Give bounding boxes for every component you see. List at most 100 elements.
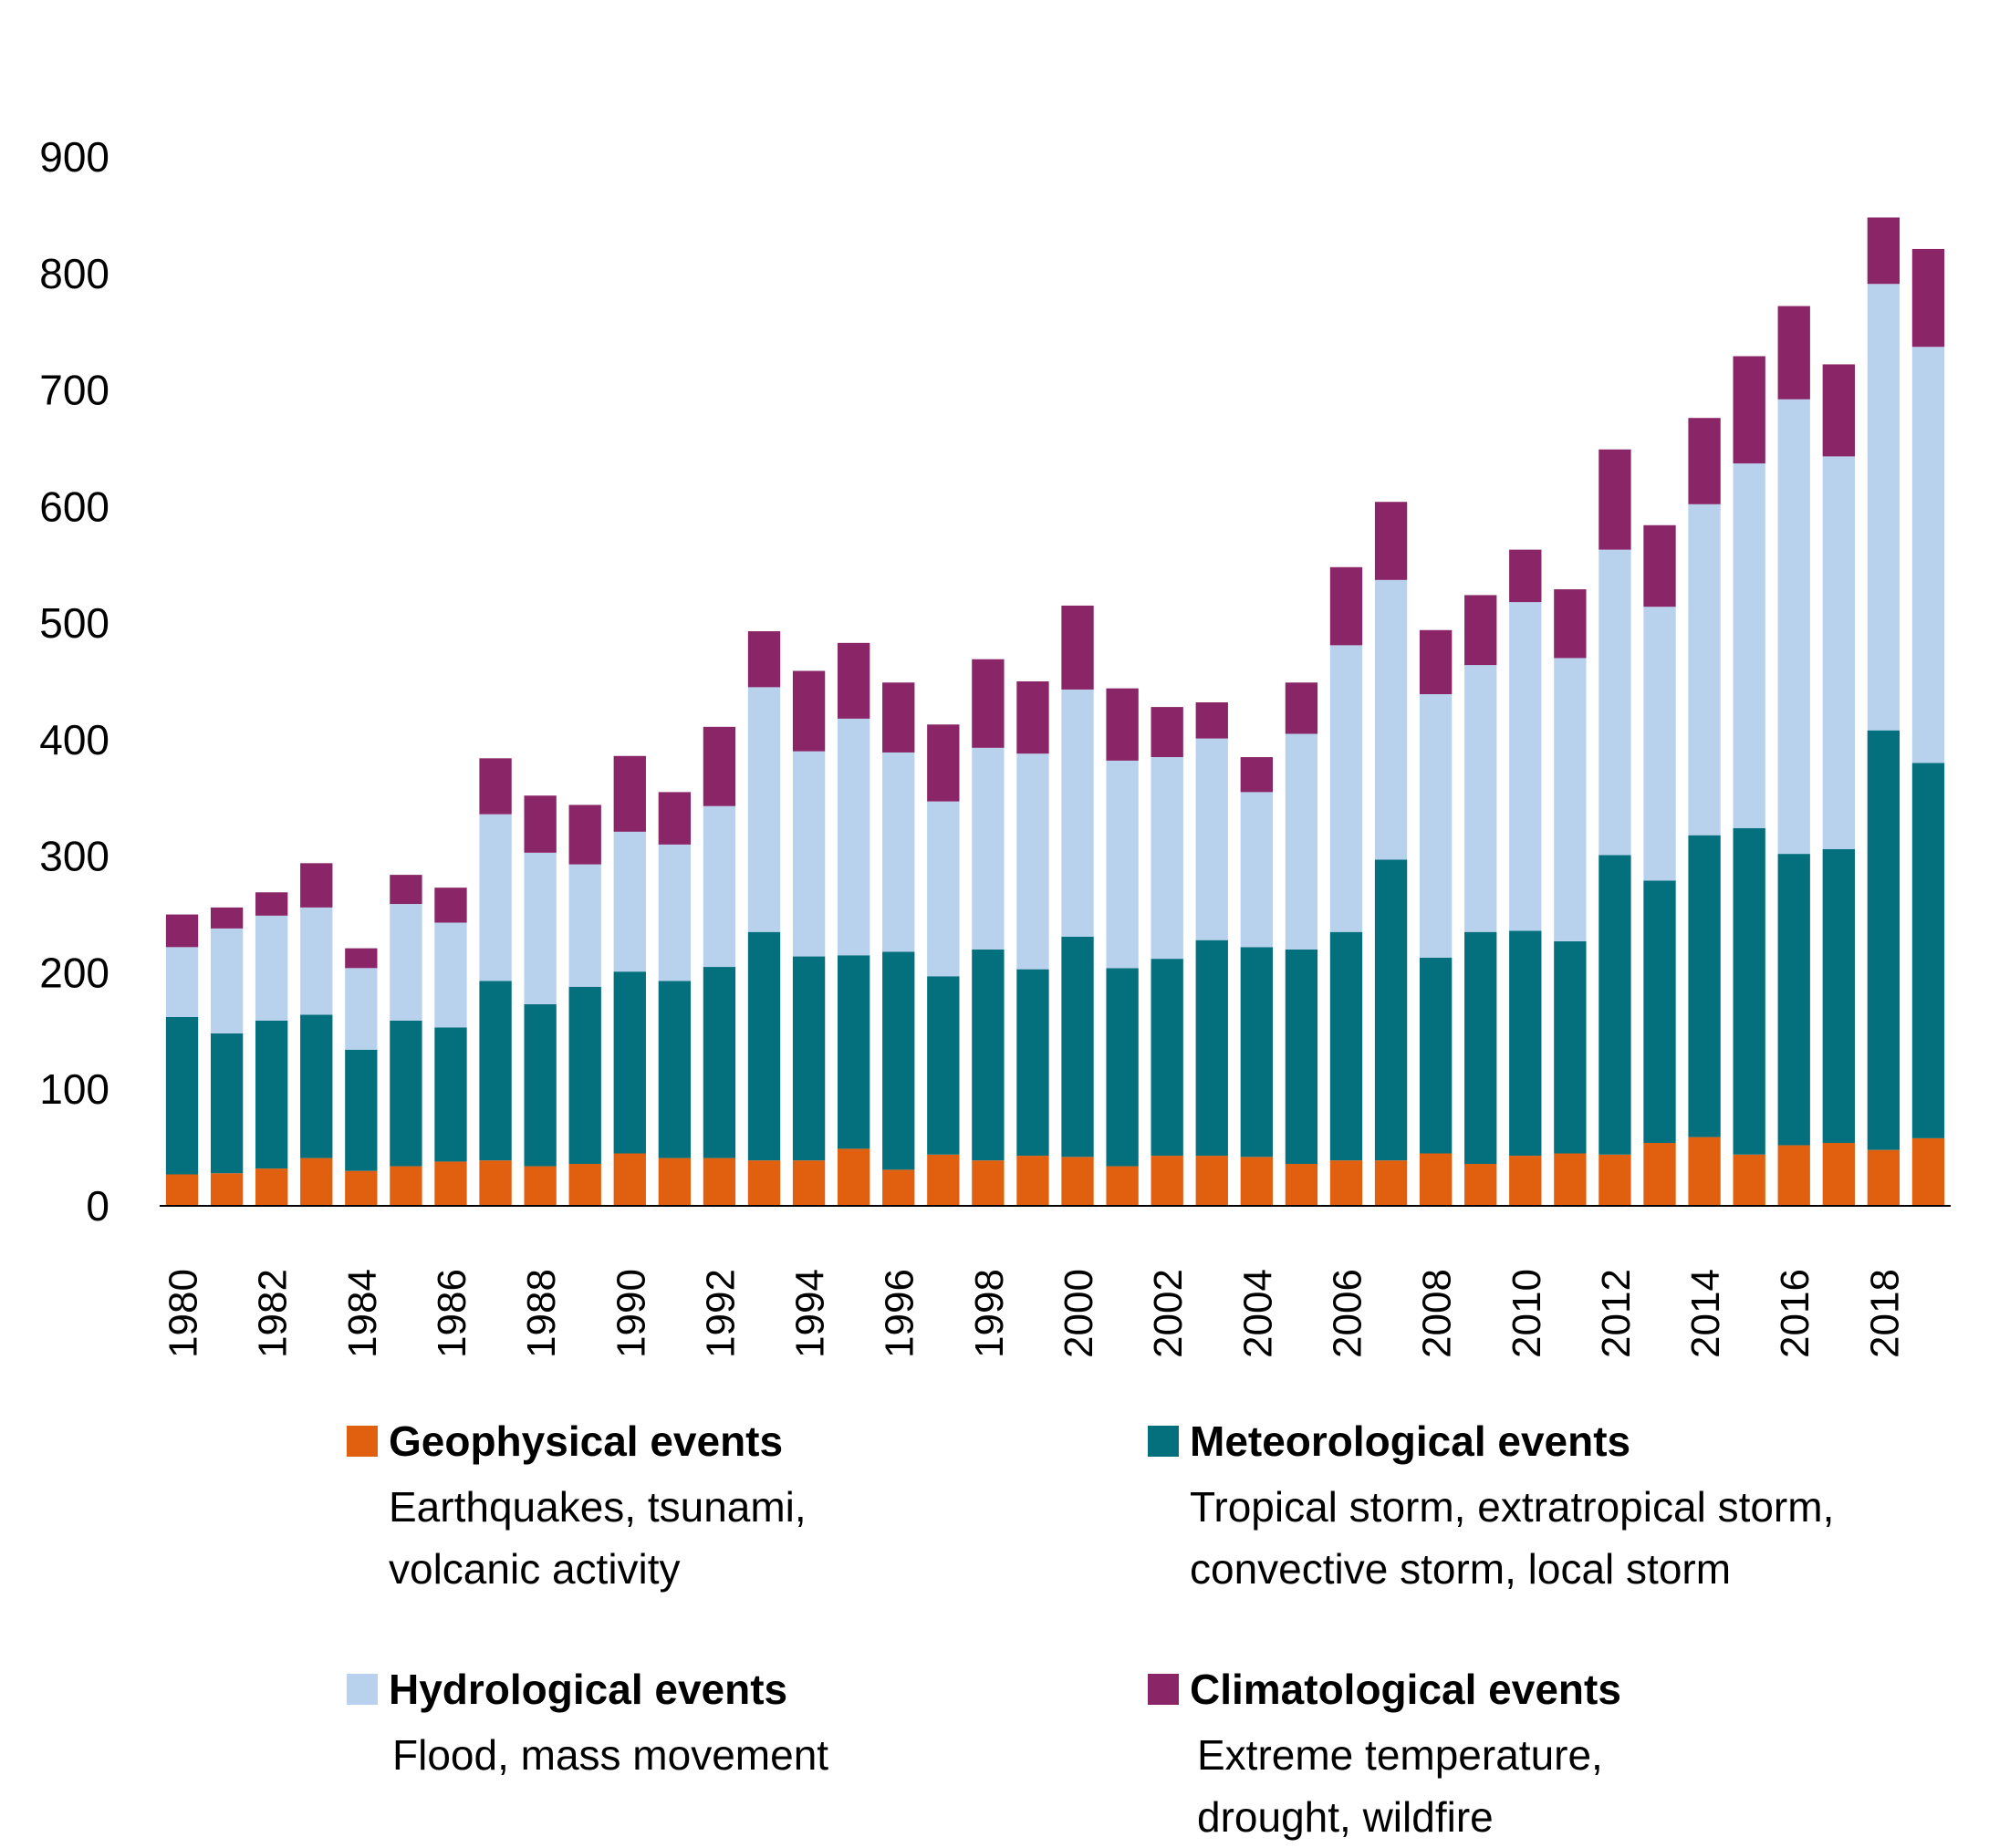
- bar-segment: [1061, 605, 1094, 690]
- x-tick-label: 1994: [788, 1269, 833, 1358]
- bar-segment: [1240, 1157, 1273, 1206]
- y-tick-label: 700: [39, 367, 109, 414]
- bar-segment: [1688, 418, 1721, 504]
- bar-segment: [165, 1174, 199, 1206]
- y-axis-tick-labels: 0 100 200 300 400 500 600 700 800 900: [39, 133, 109, 1230]
- bar-segment: [255, 892, 288, 916]
- bar-segment: [1867, 730, 1900, 1150]
- bar-segment: [1464, 931, 1497, 1164]
- bar-segment: [882, 951, 915, 1170]
- bar-segment: [1822, 1143, 1855, 1206]
- bar-segment: [1643, 880, 1676, 1143]
- bar-segment: [747, 931, 781, 1161]
- bar-segment: [792, 956, 826, 1161]
- geophysical-swatch: [347, 1426, 378, 1457]
- bar-segment: [1777, 854, 1810, 1146]
- bar-segment: [255, 1168, 288, 1206]
- bar-segment: [747, 1160, 781, 1206]
- bar-segment: [1554, 940, 1587, 1154]
- bar-segment: [882, 1169, 915, 1206]
- x-tick-label: 2000: [1057, 1269, 1101, 1358]
- bar-segment: [1911, 1137, 1945, 1206]
- bar-segment: [1643, 607, 1676, 881]
- bar-segment: [658, 981, 692, 1158]
- bar-segment: [479, 814, 512, 981]
- bar-segment: [1374, 859, 1408, 1161]
- legend-title-geophysical: Geophysical events: [389, 1417, 784, 1465]
- x-tick-label: 1996: [878, 1269, 922, 1358]
- bar-segment: [434, 888, 467, 923]
- bar-segment: [927, 1154, 960, 1206]
- y-tick-label: 100: [39, 1065, 109, 1113]
- bar-segment: [345, 968, 378, 1050]
- bar-segment: [210, 907, 244, 929]
- bar-segment: [1374, 579, 1408, 860]
- bar-segment: [1911, 763, 1945, 1138]
- bar-segment: [1106, 1166, 1139, 1206]
- bar-segment: [1464, 665, 1497, 932]
- bar-segment: [1419, 1153, 1453, 1206]
- bar-segment: [1867, 1149, 1900, 1206]
- bar-segment: [1195, 1156, 1228, 1206]
- bar-segment: [1151, 757, 1183, 960]
- y-tick-label: 500: [39, 599, 109, 647]
- bar-segment: [1554, 658, 1587, 941]
- x-tick-label: 1998: [967, 1269, 1012, 1358]
- bar-segment: [1688, 504, 1721, 836]
- legend-item-meteorological: Meteorological events Tropical storm, ex…: [1148, 1414, 1932, 1600]
- x-tick-label: 2010: [1505, 1269, 1549, 1358]
- x-tick-label: 1988: [519, 1269, 564, 1358]
- bar-segment: [1419, 629, 1453, 695]
- y-tick-label: 600: [39, 483, 109, 530]
- x-tick-label: 2002: [1146, 1269, 1191, 1358]
- bar-segment: [1240, 792, 1273, 948]
- bar-segment: [972, 659, 1005, 748]
- bar-segment: [479, 981, 512, 1161]
- bar-segment: [1733, 828, 1765, 1155]
- bar-segment: [747, 687, 781, 932]
- bar-segment: [568, 1164, 601, 1206]
- bar-segment: [703, 726, 736, 806]
- bar-segment: [165, 914, 199, 948]
- bar-segment: [1285, 682, 1318, 734]
- x-tick-label: 1980: [161, 1269, 206, 1358]
- x-tick-label: 2012: [1594, 1269, 1639, 1358]
- bar-segment: [1061, 1157, 1094, 1206]
- bar-segment: [838, 718, 870, 956]
- x-tick-label: 1982: [251, 1269, 296, 1358]
- bar-segment: [1822, 364, 1855, 457]
- bar-segment: [1777, 399, 1810, 855]
- bar-segment: [927, 976, 960, 1155]
- bar-segment: [792, 751, 826, 957]
- bar-segment: [1195, 940, 1228, 1157]
- bar-segment: [658, 844, 692, 981]
- bar-segment: [210, 1173, 244, 1206]
- bar-segment: [1419, 957, 1453, 1154]
- bar-segment: [568, 864, 601, 987]
- bar-segment: [210, 1033, 244, 1174]
- bar-segment: [1106, 760, 1139, 969]
- bar-segment: [1016, 753, 1049, 970]
- bar-segment: [1554, 1153, 1587, 1206]
- bar-segment: [838, 642, 870, 719]
- bar-segment: [1061, 936, 1094, 1158]
- bar-segment: [345, 1049, 378, 1171]
- bar-segment: [1822, 456, 1855, 849]
- bar-segment: [1509, 930, 1542, 1157]
- x-tick-label: 2018: [1862, 1269, 1907, 1358]
- legend-item-climatological: Climatological events Extreme temperatur…: [1148, 1662, 1932, 1848]
- bar-segment: [1688, 835, 1721, 1137]
- bar-segment: [345, 1170, 378, 1206]
- bar-stacks: [165, 217, 1945, 1206]
- bar-segment: [1329, 931, 1363, 1161]
- bar-segment: [479, 1160, 512, 1206]
- bar-segment: [434, 922, 467, 1028]
- bar-segment: [1151, 1156, 1183, 1206]
- y-tick-label: 300: [39, 833, 109, 880]
- bar-segment: [300, 1014, 333, 1158]
- bar-segment: [479, 758, 512, 815]
- bar-segment: [1061, 689, 1094, 937]
- y-tick-label: 0: [86, 1182, 109, 1230]
- bar-segment: [703, 967, 736, 1158]
- bar-segment: [1285, 733, 1318, 950]
